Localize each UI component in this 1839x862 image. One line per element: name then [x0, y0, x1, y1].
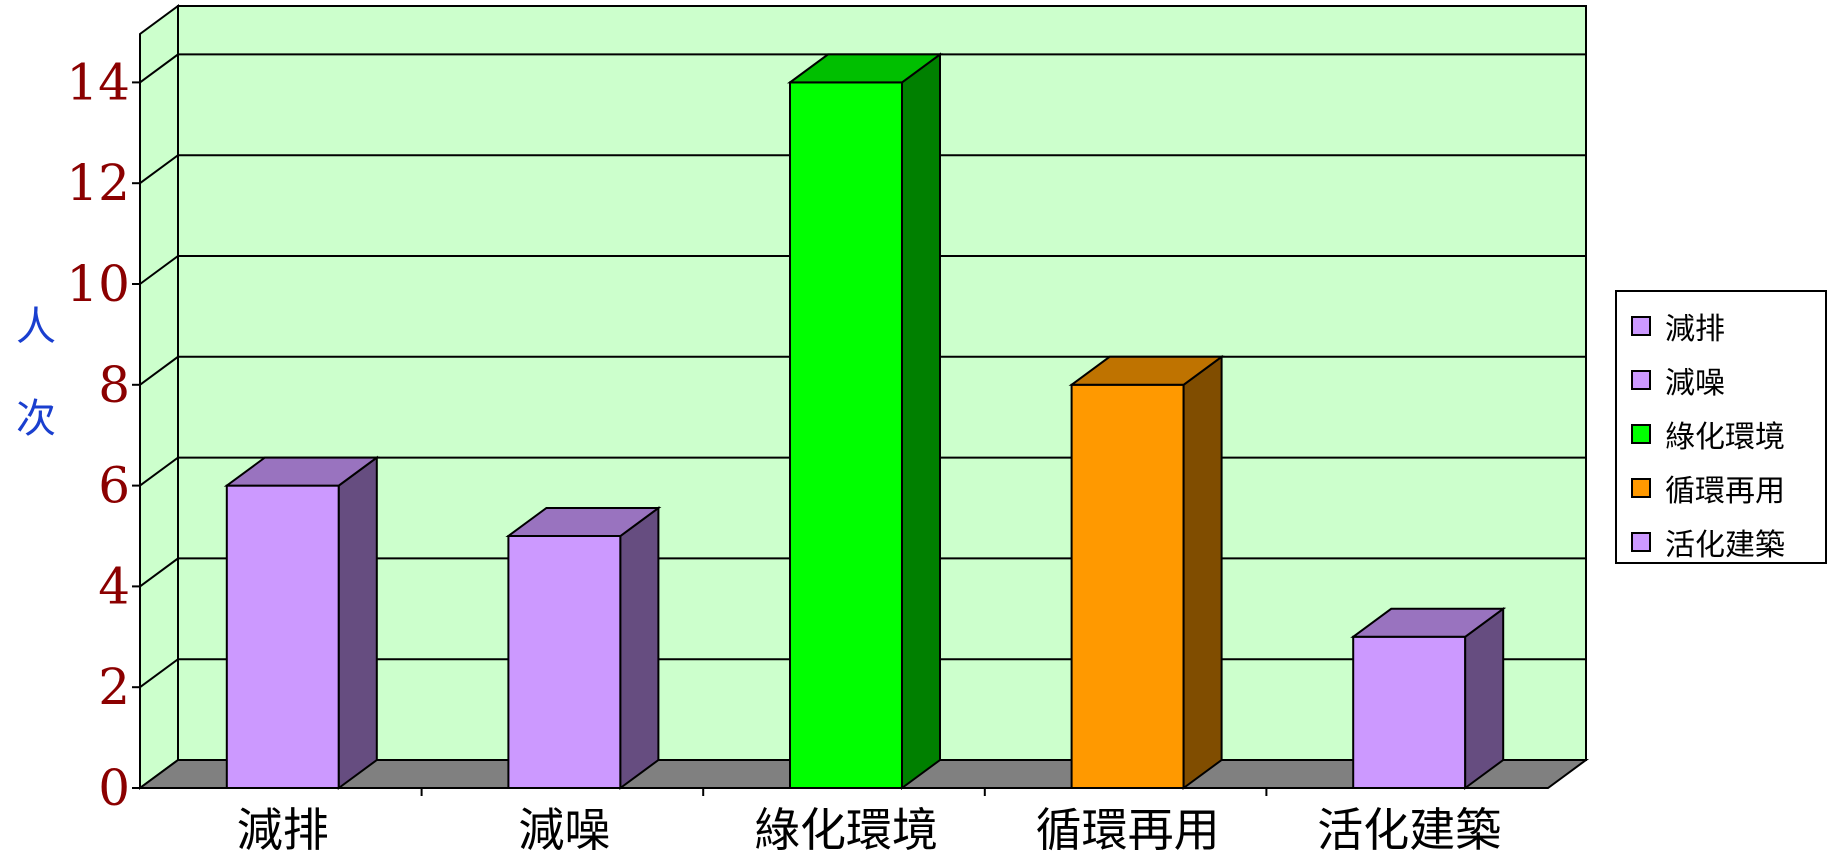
bar-front	[1352, 635, 1467, 789]
bar-front	[789, 81, 903, 789]
bar	[786, 52, 944, 790]
bar-side	[1182, 354, 1223, 790]
legend-item: 循環再用	[1631, 468, 1785, 509]
bar-side	[619, 506, 660, 790]
bar-top	[786, 53, 944, 84]
y-tick-label: 0	[98, 759, 130, 817]
bars	[223, 52, 1507, 790]
y-tick-label: 12	[66, 154, 130, 212]
legend-item: 減排	[1631, 306, 1725, 347]
legend-swatch	[1631, 424, 1651, 444]
legend-label: 減排	[1665, 312, 1725, 347]
bar-side	[901, 52, 941, 790]
bar-top	[1068, 355, 1225, 386]
y-tick-label: 10	[66, 255, 130, 313]
legend-swatch	[1631, 316, 1651, 336]
y-tick-label: 2	[98, 658, 130, 716]
bar-front	[1070, 383, 1185, 789]
legend-swatch	[1631, 532, 1651, 552]
y-tick-label: 6	[98, 457, 130, 515]
legend-item: 減噪	[1631, 360, 1725, 401]
x-tick-label: 減噪	[518, 803, 610, 857]
bar	[505, 506, 662, 790]
x-tick-label: 減排	[237, 803, 329, 857]
y-axis-label-char-1: 人	[16, 304, 56, 350]
gridline	[139, 53, 1586, 84]
legend-label: 循環再用	[1665, 474, 1785, 509]
bar-top	[1350, 607, 1507, 638]
y-tick-label: 4	[98, 557, 130, 615]
x-tick-labels: 減排 減噪 綠化環境 循環再用 活化建築	[237, 803, 1501, 857]
y-axis	[132, 34, 1268, 796]
legend-label: 綠化環境	[1665, 420, 1785, 455]
legend-item: 綠化環境	[1631, 414, 1785, 455]
bar-top	[223, 456, 380, 487]
bar-front	[225, 484, 340, 789]
x-tick-label: 活化建築	[1317, 803, 1501, 857]
y-tick-labels: 0 2 4 6 8 10 12 14	[66, 53, 130, 817]
bar	[223, 455, 380, 790]
y-tick-label: 8	[98, 356, 130, 414]
bar-top	[505, 507, 662, 537]
legend-label: 活化建築	[1665, 528, 1785, 563]
bar-side	[337, 455, 378, 790]
side-wall	[139, 4, 179, 790]
bar-front	[507, 535, 622, 789]
legend-item: 活化建築	[1631, 522, 1785, 563]
legend-swatch	[1631, 478, 1651, 498]
y-tick-label: 14	[66, 53, 130, 111]
legend: 減排 減噪 綠化環境 循環再用 活化建築	[1615, 290, 1827, 564]
bar	[1068, 354, 1225, 790]
legend-swatch	[1631, 370, 1651, 390]
gridline	[139, 255, 1586, 285]
bar-side	[1464, 606, 1505, 790]
legend-label: 減噪	[1665, 366, 1725, 401]
gridline	[139, 154, 1586, 185]
x-tick-label: 綠化環境	[754, 803, 938, 857]
y-axis-label-char-2: 次	[16, 396, 56, 442]
bar	[1350, 606, 1507, 790]
x-tick-label: 循環再用	[1036, 803, 1220, 857]
